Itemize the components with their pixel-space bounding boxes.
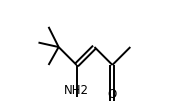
Text: NH2: NH2 [64,84,89,97]
Text: O: O [108,88,117,101]
